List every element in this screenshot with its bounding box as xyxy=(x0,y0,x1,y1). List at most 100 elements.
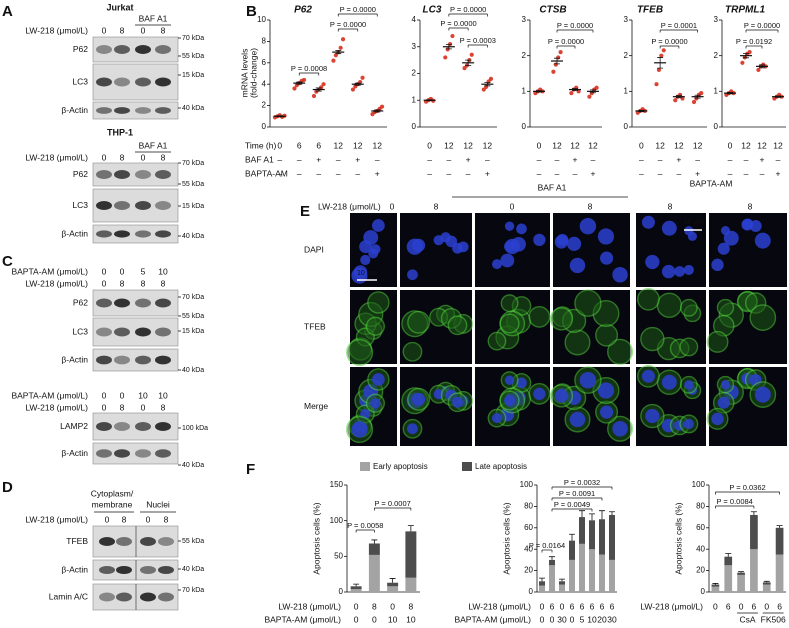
x-tick-label: 0 xyxy=(764,601,769,611)
y-tick-label: 80 xyxy=(524,502,533,511)
x-tick-label: 0 xyxy=(390,601,395,611)
chart-title: LC3 xyxy=(423,5,442,16)
x-tick-label: 6 xyxy=(752,601,757,611)
band xyxy=(99,592,115,602)
data-point xyxy=(569,91,574,96)
x-tick-label: – xyxy=(447,168,452,178)
nucleus xyxy=(412,238,426,252)
y-tick-label: 6 xyxy=(262,58,267,67)
size-marker: 40 kDa xyxy=(182,462,204,469)
p-value: P = 0.0000 xyxy=(744,21,780,30)
data-point xyxy=(379,104,385,109)
error-bar xyxy=(743,53,749,59)
size-marker: 40 kDa xyxy=(182,233,204,240)
x-tick-label: 12 xyxy=(444,140,454,150)
data-point xyxy=(443,55,448,60)
x-tick-label: – xyxy=(316,168,321,178)
lane-label: 8 xyxy=(120,402,125,412)
nucleus xyxy=(600,251,614,265)
row-label: LAMP2 xyxy=(60,421,88,431)
tfeb-signal xyxy=(407,310,431,334)
x-tick-label: 0 xyxy=(537,140,542,150)
data-point xyxy=(691,99,697,105)
bar-segment xyxy=(762,582,771,585)
bar-segment xyxy=(609,514,615,560)
data-point xyxy=(469,52,474,57)
bar-segment xyxy=(737,572,745,575)
nucleus xyxy=(504,375,515,385)
band xyxy=(155,355,171,365)
x-tick-label: 8 xyxy=(409,601,414,611)
y-tick-label: 0 xyxy=(412,122,417,131)
error-bar xyxy=(407,525,414,532)
lane-label: 0 xyxy=(105,514,110,524)
y-axis-label: (fold-change) xyxy=(248,48,258,98)
x-tick-label: – xyxy=(375,154,380,164)
data-point xyxy=(292,86,297,91)
x-tick-label: – xyxy=(639,168,644,178)
x-tick-label: 0 xyxy=(427,140,432,150)
data-point xyxy=(481,87,486,92)
size-marker: 40 kDa xyxy=(182,367,204,374)
bar-segment xyxy=(569,559,575,592)
nucleus xyxy=(749,219,762,233)
nucleus xyxy=(645,408,660,424)
p-value: P = 0.0164 xyxy=(529,541,565,550)
bar-segment xyxy=(368,543,380,555)
row-label: β-Actin xyxy=(61,105,88,115)
bar-segment xyxy=(350,586,362,590)
band xyxy=(158,592,174,602)
nucleus xyxy=(370,398,381,409)
blot-strip xyxy=(92,101,179,120)
nucleus xyxy=(363,230,379,245)
x-tick-label: 12 xyxy=(674,140,684,150)
row-label: β-Actin xyxy=(61,228,88,238)
size-marker: 55 kDa xyxy=(182,313,204,320)
x-tick-label: – xyxy=(776,154,781,164)
x-row-label: BAPTA-AM (μmol/L) xyxy=(454,614,531,624)
error-bar xyxy=(354,82,361,86)
header-label: LW-218 (μmol/L) xyxy=(25,402,88,412)
panel-letter: F xyxy=(246,461,255,478)
band xyxy=(135,107,151,114)
x-tick-label: – xyxy=(744,154,749,164)
header-label: LW-218 (μmol/L) xyxy=(25,152,88,162)
x-row-label: BAPTA-AM xyxy=(245,168,288,178)
size-marker: 15 kDa xyxy=(182,203,204,210)
bar-segment xyxy=(539,581,545,586)
p-value: P = 0.0032 xyxy=(564,478,600,487)
nucleus xyxy=(645,254,660,270)
lane-label: 0 xyxy=(141,402,146,412)
band xyxy=(155,327,171,337)
size-marker: 55 kDa xyxy=(182,181,204,188)
data-point xyxy=(488,76,494,81)
treatment-group: BAF A1 xyxy=(139,140,168,150)
band xyxy=(135,170,151,179)
x-tick-label: 12 xyxy=(655,140,665,150)
treatment-group: BAF A1 xyxy=(538,182,567,192)
y-tick-label: 50 xyxy=(334,551,343,560)
nucleus xyxy=(600,405,614,419)
x-tick-label: 12 xyxy=(552,140,562,150)
error-bar xyxy=(657,57,664,69)
x-tick-label: 20 xyxy=(597,614,607,624)
band xyxy=(140,537,156,546)
lane-label: 8 xyxy=(161,25,166,35)
bar-segment xyxy=(350,589,362,592)
lane-label: 0 xyxy=(120,390,125,400)
x-tick-label: 0 xyxy=(713,601,718,611)
nucleus xyxy=(717,396,730,409)
data-point xyxy=(360,75,365,80)
tfeb-signal xyxy=(679,298,698,317)
p-value: P = 0.0049 xyxy=(554,500,590,509)
y-tick-label: 60 xyxy=(524,523,533,532)
band xyxy=(96,230,112,238)
lane-label: 0 xyxy=(102,278,107,288)
header-label: BAPTA-AM (μmol/L) xyxy=(11,390,88,400)
data-point xyxy=(340,37,346,42)
x-tick-label: + xyxy=(776,168,781,178)
error-bar xyxy=(599,510,605,520)
x-tick-label: – xyxy=(447,154,452,164)
band xyxy=(96,170,112,179)
band xyxy=(135,77,151,87)
